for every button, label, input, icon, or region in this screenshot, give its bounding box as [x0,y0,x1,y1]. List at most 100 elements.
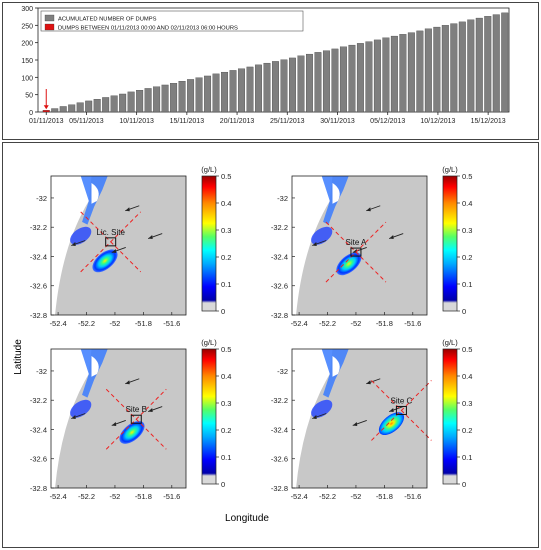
colorbar-tick-label: 0.4 [462,372,472,381]
island [332,182,340,204]
colorbar [442,175,458,312]
island [91,355,99,377]
bar [424,28,432,113]
bar [356,43,364,113]
map-figure: Lic. Site -32 -32.2 -32.4 -32.6 -32.8 -52.4 -52… [13,165,472,524]
x-tick-label: 15/12/2013 [471,118,506,125]
colorbar-unit: (g/L) [442,338,458,347]
y-tick-label: 300 [21,6,33,13]
y-tick-label: -32.6 [271,282,288,291]
y-tick-label: -32.4 [271,425,288,434]
x-tick-label: -52.2 [78,492,95,501]
y-tick-label: 150 [21,58,33,65]
panel-frame [50,175,187,316]
y-tick-label: -32.4 [30,252,47,261]
y-tick-label: -32.6 [271,455,288,464]
x-tick-label: -51.8 [135,492,152,501]
bar [153,86,161,113]
dump-plume [92,249,118,273]
bar [297,55,305,113]
site-label: Lic. Site [96,228,125,237]
site-box [105,237,117,247]
bar [85,100,93,113]
bar [51,108,59,113]
y-tick-label: -32.2 [271,396,288,405]
bar [484,16,492,113]
colorbar [442,348,458,485]
map-figure-frame: Lic. Site -32 -32.2 -32.4 -32.6 -32.8 -52.4 -52… [2,142,539,548]
bar [280,59,288,113]
y-tick-label: 0 [29,110,33,117]
x-tick-label: 05/12/2013 [370,118,405,125]
current-arrow-head [111,421,117,426]
y-axis-label: Latitude [13,339,24,375]
dump-plume [336,252,362,276]
bar [339,46,347,113]
colorbar-unit: (g/L) [201,165,217,174]
colorbar-tick-label: 0.2 [462,253,472,262]
colorbar-tick-label: 0.1 [462,280,472,289]
x-tick-label: -52 [351,319,362,328]
bar [306,53,313,113]
bar [195,77,203,113]
bar [170,83,178,113]
x-tick-label: -52.2 [319,492,336,501]
bar [68,104,76,113]
legend-box [40,10,304,32]
colorbar-tick-label: 0.2 [221,426,231,435]
colorbar-tick-label: 0.1 [221,453,231,462]
y-tick-label: -32 [277,194,288,203]
bar [263,62,271,113]
colorbar-tick-label: 0.4 [221,199,231,208]
y-tick-label: -32 [36,367,47,376]
colorbar-tick-label: 0.1 [221,280,231,289]
y-tick-label: 200 [21,41,33,48]
current-arrow-head [125,207,130,212]
bar [144,88,152,113]
y-tick-label: -32.8 [30,484,47,493]
colorbar-unit: (g/L) [442,165,458,174]
bar [331,48,339,113]
shore-plume [311,226,333,245]
bar [136,90,144,113]
bar-chart-frame: 0 50 100 150 200 250 300 01/11/2013 05/11/2013 10… [2,2,539,140]
current-arrow-head [71,415,76,419]
bar [212,73,220,113]
x-tick-label: -52.4 [291,319,308,328]
bar [127,91,135,113]
bar [441,25,449,113]
y-tick-label: -32.6 [30,282,47,291]
bar [416,30,424,113]
y-tick-label: -32 [277,367,288,376]
current-arrow-head [125,380,130,385]
colorbar-tick-label: 0.4 [221,372,231,381]
site-diagonal [80,211,142,273]
current-arrow-head [111,248,117,253]
x-tick-label: -52 [351,492,362,501]
colorbar-tick-label: 0.3 [462,399,472,408]
colorbar-tick-label: 0 [462,307,466,316]
colorbar-tick-label: 0.1 [462,453,472,462]
colorbar-tick-label: 0.2 [462,426,472,435]
panel-frame [291,175,428,316]
bar [407,32,415,113]
x-tick-label: -51.6 [404,319,421,328]
colorbar-tick-label: 0.2 [221,253,231,262]
y-tick-label: -32.2 [30,223,47,232]
bar [289,57,296,113]
y-tick-label: -32.8 [30,311,47,320]
shore-plume [311,399,333,418]
map-panel: Site B -32 -32.2 -32.4 -32.6 -32.8-52.4 -52.2 -… [30,338,232,501]
bar-chart: 0 50 100 150 200 250 300 01/11/2013 05/11/2013 10… [21,6,510,125]
current-arrow-head [366,380,371,385]
highlight-arrow-head [43,105,49,110]
site-box [130,414,142,424]
dump-plume [119,420,145,444]
bar [272,61,279,113]
y-tick-label: -32.4 [271,252,288,261]
bar [187,79,195,113]
y-tick-label: 50 [25,93,33,100]
bar [348,44,356,113]
bar [382,37,390,113]
site-diagonal [371,380,432,441]
